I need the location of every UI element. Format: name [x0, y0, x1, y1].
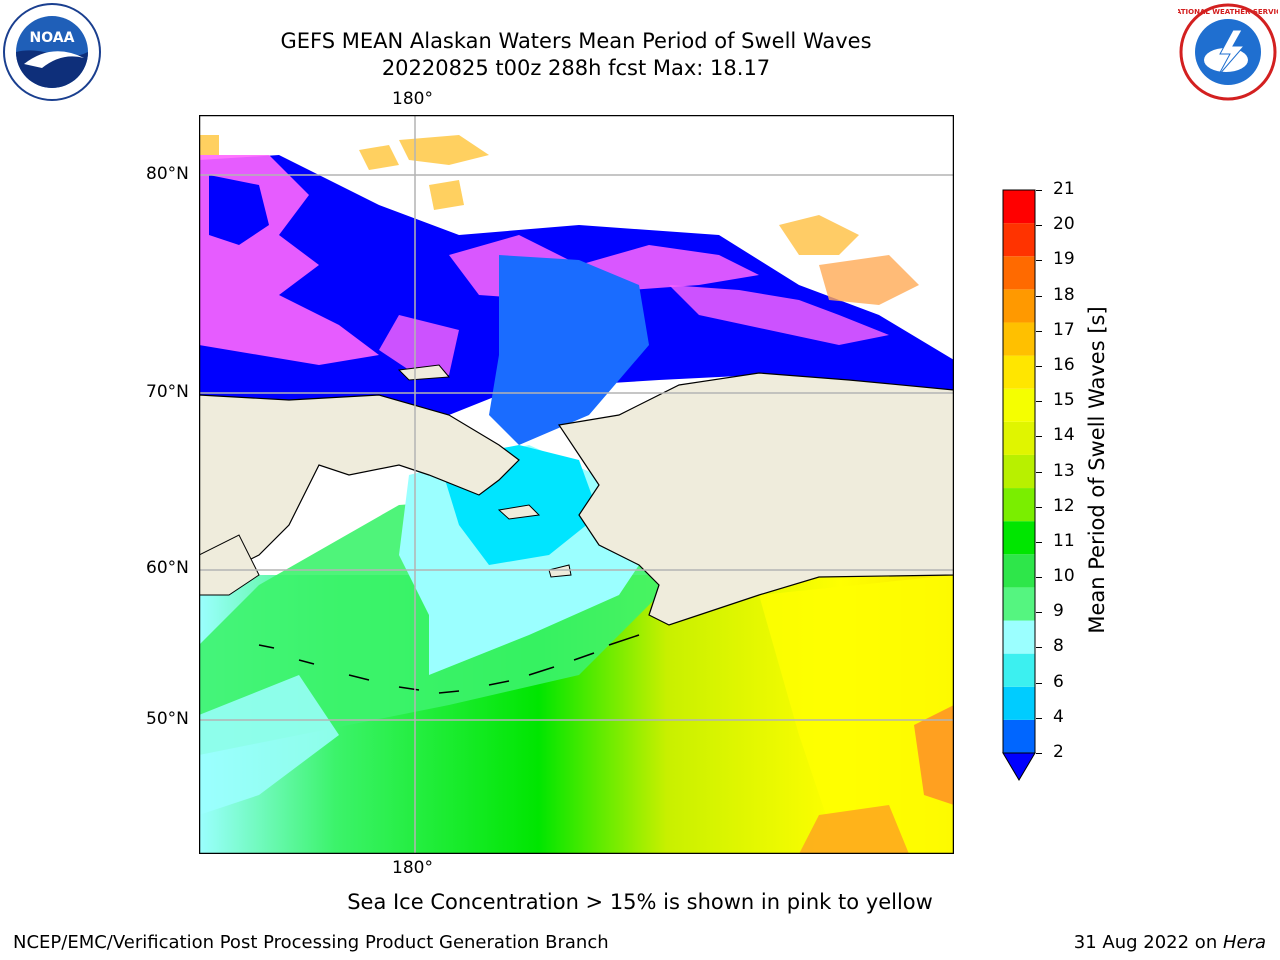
lat-label-50: 50°N	[146, 709, 189, 729]
colorbar-tick-mark	[1036, 612, 1042, 614]
colorbar-tick-label: 19	[1053, 249, 1075, 270]
colorbar-swatch	[1003, 223, 1035, 257]
colorbar-swatch	[1003, 421, 1035, 455]
footer-right: 31 Aug 2022 on Hera	[1074, 932, 1266, 953]
colorbar-swatch	[1003, 355, 1035, 389]
colorbar-swatch	[1003, 686, 1035, 720]
colorbar-tick-mark	[1036, 506, 1042, 508]
colorbar-tick-label: 8	[1053, 636, 1064, 657]
colorbar	[1002, 188, 1036, 783]
colorbar-tick-label: 2	[1053, 742, 1064, 762]
colorbar-tick-label: 6	[1053, 671, 1064, 692]
colorbar-tick-mark	[1036, 717, 1042, 719]
colorbar-tick-label: 4	[1053, 706, 1064, 727]
colorbar-tick-mark	[1036, 541, 1042, 543]
colorbar-swatch	[1003, 653, 1035, 687]
colorbar-tick-mark	[1036, 260, 1042, 262]
colorbar-swatch	[1003, 454, 1035, 489]
colorbar-swatch	[1003, 554, 1035, 588]
colorbar-tick-mark	[1036, 225, 1042, 227]
colorbar-tick-label: 20	[1053, 214, 1075, 235]
colorbar-tick-label: 16	[1053, 354, 1075, 375]
top-lon-label: 180°	[392, 89, 433, 109]
colorbar-tick-label: 15	[1053, 390, 1075, 411]
colorbar-tick-label: 13	[1053, 460, 1075, 481]
colorbar-tick-label: 11	[1053, 530, 1075, 551]
colorbar-tick-mark	[1036, 295, 1042, 297]
colorbar-extend-arrow	[1002, 752, 1036, 781]
sea-ice-note: Sea Ice Concentration > 15% is shown in …	[347, 890, 933, 914]
colorbar-swatch	[1003, 256, 1035, 290]
colorbar-swatch	[1003, 322, 1035, 356]
chart-title: GEFS MEAN Alaskan Waters Mean Period of …	[280, 29, 872, 53]
colorbar-tick-label: 17	[1053, 319, 1075, 340]
colorbar-label: Mean Period of Swell Waves [s]	[1085, 306, 1109, 634]
colorbar-tick-label: 18	[1053, 284, 1075, 305]
svg-text:NATIONAL WEATHER SERVICE: NATIONAL WEATHER SERVICE	[1178, 8, 1278, 16]
colorbar-swatch	[1003, 289, 1035, 323]
alaska-land	[557, 372, 955, 626]
footer-date: 31 Aug 2022 on	[1073, 932, 1223, 953]
colorbar-tick-mark	[1036, 190, 1042, 191]
bottom-lon-label: 180°	[392, 858, 433, 878]
svg-text:NOAA: NOAA	[30, 30, 75, 46]
colorbar-tick-mark	[1036, 401, 1042, 403]
colorbar-swatch	[1003, 521, 1035, 555]
lat-label-70: 70°N	[146, 382, 189, 402]
colorbar-tick-mark	[1036, 682, 1042, 684]
noaa-logo: NOAA	[2, 2, 102, 102]
colorbar-tick-label: 14	[1053, 425, 1075, 446]
footer-left: NCEP/EMC/Verification Post Processing Pr…	[13, 932, 609, 953]
swell-period-map	[198, 114, 955, 855]
colorbar-tick-label: 10	[1053, 566, 1075, 587]
colorbar-tick-mark	[1036, 753, 1042, 754]
colorbar-swatch	[1003, 190, 1035, 224]
colorbar-swatch	[1003, 388, 1035, 422]
colorbar-tick-mark	[1036, 330, 1042, 332]
colorbar-tick-mark	[1036, 647, 1042, 649]
colorbar-swatch	[1003, 488, 1035, 522]
colorbar-swatch	[1003, 587, 1035, 621]
siberia-land	[198, 394, 520, 586]
colorbar-tick-mark	[1036, 365, 1042, 367]
chart-subtitle: 20220825 t00z 288h fcst Max: 18.17	[381, 56, 771, 80]
lat-label-60: 60°N	[146, 558, 189, 578]
colorbar-tick-mark	[1036, 471, 1042, 473]
colorbar-swatch	[1003, 620, 1035, 654]
colorbar-tick-mark	[1036, 436, 1042, 438]
colorbar-tick-mark	[1036, 577, 1042, 579]
footer-host: Hera	[1222, 932, 1266, 953]
colorbar-frame	[1002, 189, 1036, 754]
colorbar-swatches	[1002, 189, 1036, 781]
graticule	[199, 115, 954, 854]
colorbar-tick-label: 9	[1053, 601, 1064, 622]
colorbar-tick-label: 12	[1053, 495, 1075, 516]
colorbar-tick-label: 21	[1053, 179, 1075, 199]
map-panel	[198, 114, 955, 855]
colorbar-swatch	[1003, 719, 1035, 753]
lat-label-80: 80°N	[146, 164, 189, 184]
nws-logo: NATIONAL WEATHER SERVICE	[1170, 2, 1280, 102]
